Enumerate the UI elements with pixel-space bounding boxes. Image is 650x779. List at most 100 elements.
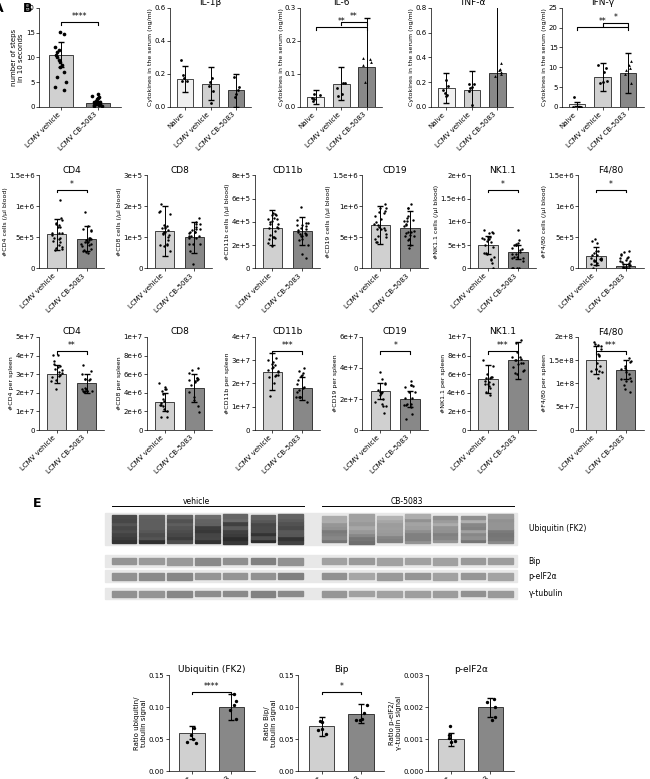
Point [380, 198, 391, 210]
Bar [139, 539, 164, 543]
Point [83, 236, 93, 249]
Text: *: * [609, 180, 613, 189]
Point [92, 92, 103, 104]
Bar [350, 573, 374, 580]
Bar [461, 532, 486, 535]
Point [409, 225, 419, 238]
Point [620, 360, 630, 372]
Point [516, 352, 526, 365]
Point [513, 358, 523, 371]
Text: ***: *** [281, 341, 293, 351]
Point [270, 370, 280, 382]
Point [229, 687, 239, 700]
Point [380, 378, 391, 390]
Bar [223, 558, 248, 564]
Point [443, 80, 453, 93]
Point [293, 365, 304, 377]
Point [623, 368, 634, 380]
Point [589, 336, 599, 348]
Point [47, 371, 57, 383]
Text: *: * [614, 13, 618, 22]
Bar [488, 536, 513, 540]
Point [399, 214, 410, 227]
Point [156, 397, 166, 410]
Bar [405, 590, 430, 597]
Point [576, 100, 586, 113]
Bar [370, 225, 390, 269]
Point [444, 731, 454, 744]
Point [401, 217, 411, 230]
Point [481, 372, 491, 385]
Point [191, 224, 202, 236]
Point [79, 386, 89, 398]
Point [51, 373, 61, 386]
Point [185, 245, 196, 257]
Point [594, 349, 604, 361]
Point [482, 248, 492, 260]
Point [408, 213, 419, 226]
Point [625, 372, 635, 384]
Point [85, 224, 96, 237]
Point [194, 212, 204, 224]
Point [158, 388, 168, 400]
Point [590, 255, 600, 267]
Point [615, 255, 625, 267]
Bar [620, 73, 636, 107]
Point [269, 377, 280, 390]
Text: ****: **** [204, 682, 220, 691]
Point [511, 249, 521, 261]
Point [295, 391, 306, 404]
Bar [322, 529, 346, 532]
Point [355, 714, 365, 726]
Bar [195, 525, 220, 529]
Bar [250, 516, 275, 519]
Point [478, 224, 489, 236]
Point [511, 337, 521, 349]
Point [400, 380, 410, 393]
Bar [309, 726, 334, 771]
Point [156, 197, 166, 210]
Point [267, 215, 278, 227]
Point [370, 232, 380, 245]
Bar [377, 573, 402, 580]
Point [464, 85, 474, 97]
Point [626, 55, 636, 67]
Bar [195, 591, 220, 596]
Point [85, 231, 96, 244]
Point [159, 221, 170, 234]
Point [301, 217, 311, 229]
Bar [202, 84, 219, 107]
Point [376, 387, 386, 400]
Point [403, 202, 413, 214]
Y-axis label: #CD19 per spleen: #CD19 per spleen [333, 354, 338, 412]
Y-axis label: #CD8 cells (/μl blood): #CD8 cells (/μl blood) [117, 188, 122, 256]
Bar [223, 540, 248, 544]
Point [507, 351, 517, 363]
Point [406, 375, 416, 387]
Point [441, 74, 451, 86]
Point [400, 229, 410, 241]
Bar [292, 231, 312, 269]
Bar [350, 591, 374, 596]
Bar [185, 388, 204, 430]
Point [270, 358, 280, 371]
Point [618, 261, 629, 273]
Point [53, 44, 64, 56]
Point [195, 238, 205, 250]
Point [514, 237, 524, 249]
Point [190, 225, 200, 238]
Point [365, 53, 375, 65]
Point [191, 372, 202, 384]
Bar [350, 529, 374, 533]
Point [619, 67, 630, 79]
Point [509, 251, 519, 263]
Point [624, 59, 634, 72]
Point [488, 261, 498, 273]
Point [193, 361, 203, 374]
Point [440, 90, 450, 102]
Point [186, 728, 196, 741]
Bar [139, 590, 164, 597]
Point [189, 226, 200, 238]
Point [192, 400, 203, 412]
Point [53, 221, 63, 234]
